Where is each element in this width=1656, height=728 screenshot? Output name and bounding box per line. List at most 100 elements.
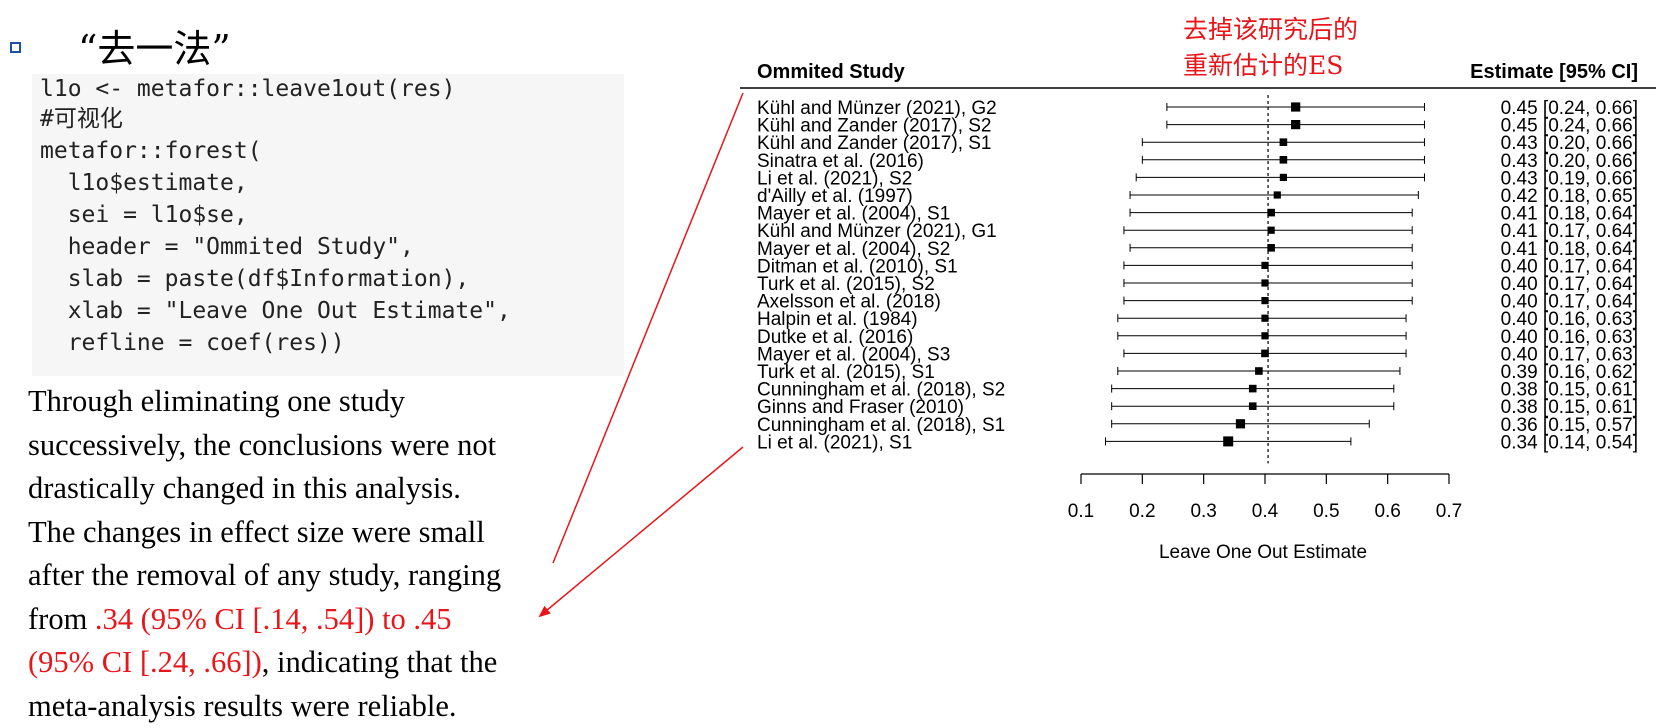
range-high-highlight: (95% CI [.24, .66]) [28, 645, 262, 679]
estimate-ci-text: 0.40 [0.16, 0.63] [1501, 309, 1638, 330]
para-line-6: from .34 (95% CI [.14, .54]) to .45 [28, 598, 628, 642]
code-text-6: header = "Ommited Study", [40, 234, 414, 260]
study-label: Li et al. (2021), S2 [757, 168, 912, 189]
para-line-1: Through eliminating one study [28, 384, 405, 418]
estimate-ci-text: 0.40 [0.16, 0.63] [1501, 327, 1638, 348]
point-estimate [1261, 314, 1269, 322]
x-tick-label: 0.4 [1252, 501, 1279, 522]
para-line-3: drastically changed in this analysis. [28, 471, 461, 505]
x-tick-label: 0.5 [1313, 501, 1339, 522]
para-line-7-post: , indicating that the [261, 645, 498, 679]
forest-row: Kühl and Münzer (2021), G2 0.45 [0.24, 0.… [757, 98, 1638, 119]
forest-row: Cunningham et al. (2018), S2 0.38 [0.15, … [757, 380, 1638, 401]
point-estimate [1261, 279, 1269, 287]
estimate-ci-text: 0.34 [0.14, 0.54] [1501, 432, 1638, 453]
forest-row: Sinatra et al. (2016) 0.43 [0.20, 0.66] [757, 151, 1638, 172]
forest-row: Axelsson et al. (2018) 0.40 [0.17, 0.64] [757, 292, 1638, 313]
estimate-ci-text: 0.38 [0.15, 0.61] [1501, 380, 1638, 401]
estimate-ci-text: 0.43 [0.19, 0.66] [1501, 168, 1638, 189]
forest-row: Kühl and Zander (2017), S2 0.45 [0.24, 0.… [757, 116, 1638, 137]
conclusion-paragraph: Through eliminating one study successive… [28, 380, 628, 728]
estimate-ci-text: 0.43 [0.20, 0.66] [1501, 151, 1638, 172]
forest-row: d'Ailly et al. (1997) 0.42 [0.18, 0.65] [757, 186, 1638, 207]
point-estimate [1235, 419, 1246, 429]
study-label: Kühl and Zander (2017), S2 [757, 116, 992, 137]
annotation-line-2: 重新估计的ES [1183, 51, 1343, 80]
annotation-arrow-bottom [538, 446, 744, 618]
forest-row: Turk et al. (2015), S1 0.39 [0.16, 0.62] [757, 362, 1638, 383]
para-line-7: (95% CI [.24, .66]), indicating that the [28, 641, 628, 685]
x-axis: 0.1 0.2 0.3 0.4 0.5 0.6 0.7 [1068, 473, 1462, 522]
study-label: Cunningham et al. (2018), S2 [757, 380, 1005, 401]
code-line-2: #可视化 [40, 104, 123, 134]
point-estimate [1261, 261, 1269, 269]
estimate-ci-text: 0.41 [0.18, 0.64] [1501, 204, 1638, 225]
forest-row: Mayer et al. (2004), S3 0.40 [0.17, 0.63] [757, 344, 1638, 365]
study-label: Kühl and Zander (2017), S1 [757, 133, 992, 154]
x-tick-label: 0.7 [1436, 501, 1462, 522]
code-block: l1o <- metafor::leave1out(res) #可视化 meta… [32, 74, 624, 376]
estimate-ci-text: 0.41 [0.18, 0.64] [1501, 239, 1638, 260]
para-line-6-pre: from [28, 601, 95, 636]
para-line-2: successively, the conclusions were not [28, 427, 497, 462]
code-line-8: xlab = "Leave One Out Estimate", [40, 296, 511, 326]
study-label: Kühl and Münzer (2021), G2 [757, 98, 997, 119]
estimate-ci-text: 0.43 [0.20, 0.66] [1501, 133, 1638, 154]
estimate-ci-text: 0.38 [0.15, 0.61] [1501, 397, 1638, 418]
x-tick-label: 0.1 [1068, 501, 1094, 522]
point-estimate [1273, 191, 1281, 199]
estimate-ci-text: 0.42 [0.18, 0.65] [1501, 186, 1638, 207]
code-text-4: l1o$estimate, [40, 170, 248, 196]
point-estimate [1279, 138, 1288, 146]
forest-row: Ginns and Fraser (2010) 0.38 [0.15, 0.61] [757, 397, 1638, 418]
forest-row: Turk et al. (2015), S2 0.40 [0.17, 0.64] [757, 274, 1638, 295]
para-line-5: after the removal of any study, ranging [28, 558, 502, 592]
point-estimate [1267, 244, 1275, 252]
point-estimate [1279, 173, 1287, 181]
annotation-line-1: 去掉该研究后的 [1183, 15, 1358, 44]
x-tick-label: 0.2 [1129, 501, 1155, 522]
forest-row: Mayer et al. (2004), S1 0.41 [0.18, 0.64] [757, 204, 1638, 225]
para-line-8: meta-analysis results were reliable. [28, 688, 457, 723]
point-estimate [1261, 349, 1269, 358]
study-label: Mayer et al. (2004), S1 [757, 204, 950, 225]
study-label: Mayer et al. (2004), S2 [757, 239, 950, 260]
header-omitted-study: Ommited Study [757, 61, 906, 83]
study-label: Halpin et al. (1984) [757, 309, 918, 330]
x-axis-label: Leave One Out Estimate [1159, 542, 1367, 563]
forest-row: Halpin et al. (1984) 0.40 [0.16, 0.63] [757, 309, 1638, 330]
code-line-9: refline = coef(res)) [40, 328, 345, 358]
code-line-7: slab = paste(df$Information), [40, 264, 470, 294]
study-label: Kühl and Münzer (2021), G1 [757, 221, 997, 242]
estimate-ci-text: 0.40 [0.17, 0.64] [1501, 292, 1638, 313]
study-label: Ginns and Fraser (2010) [757, 397, 964, 418]
estimate-ci-text: 0.40 [0.17, 0.64] [1501, 256, 1638, 277]
point-estimate [1267, 226, 1275, 234]
forest-rows: Kühl and Münzer (2021), G2 0.45 [0.24, 0.… [757, 95, 1638, 464]
annotation-arrow-top [552, 92, 744, 564]
code-text-3: metafor::forest( [40, 138, 262, 164]
study-label: Turk et al. (2015), S1 [757, 362, 935, 383]
code-text-8: xlab = "Leave One Out Estimate", [40, 298, 511, 324]
study-label: Sinatra et al. (2016) [757, 151, 924, 172]
point-estimate [1261, 332, 1269, 340]
code-text-5: sei = l1o$se, [40, 202, 248, 228]
range-low-highlight: .34 (95% CI [.14, .54]) to .45 [94, 601, 452, 636]
point-estimate [1255, 367, 1263, 375]
code-text-9: refline = coef(res)) [40, 330, 345, 356]
code-text-1: l1o <- metafor::leave1out(res) [40, 76, 456, 102]
code-line-3: metafor::forest( [40, 136, 262, 166]
estimate-ci-text: 0.36 [0.15, 0.57] [1501, 415, 1638, 436]
point-estimate [1291, 102, 1301, 112]
forest-row: Li et al. (2021), S2 0.43 [0.19, 0.66] [757, 168, 1638, 189]
study-label: Turk et al. (2015), S2 [757, 274, 935, 295]
bullet-square-icon [10, 42, 21, 53]
code-line-4: l1o$estimate, [40, 168, 248, 198]
para-line-4: The changes in effect size were small [28, 514, 485, 549]
forest-row: Li et al. (2021), S1 0.34 [0.14, 0.54] [757, 432, 1638, 453]
study-label: Axelsson et al. (2018) [757, 292, 941, 313]
estimate-ci-text: 0.40 [0.17, 0.63] [1501, 344, 1638, 365]
forest-row: Kühl and Zander (2017), S1 0.43 [0.20, 0.… [757, 133, 1638, 154]
point-estimate [1267, 208, 1275, 217]
